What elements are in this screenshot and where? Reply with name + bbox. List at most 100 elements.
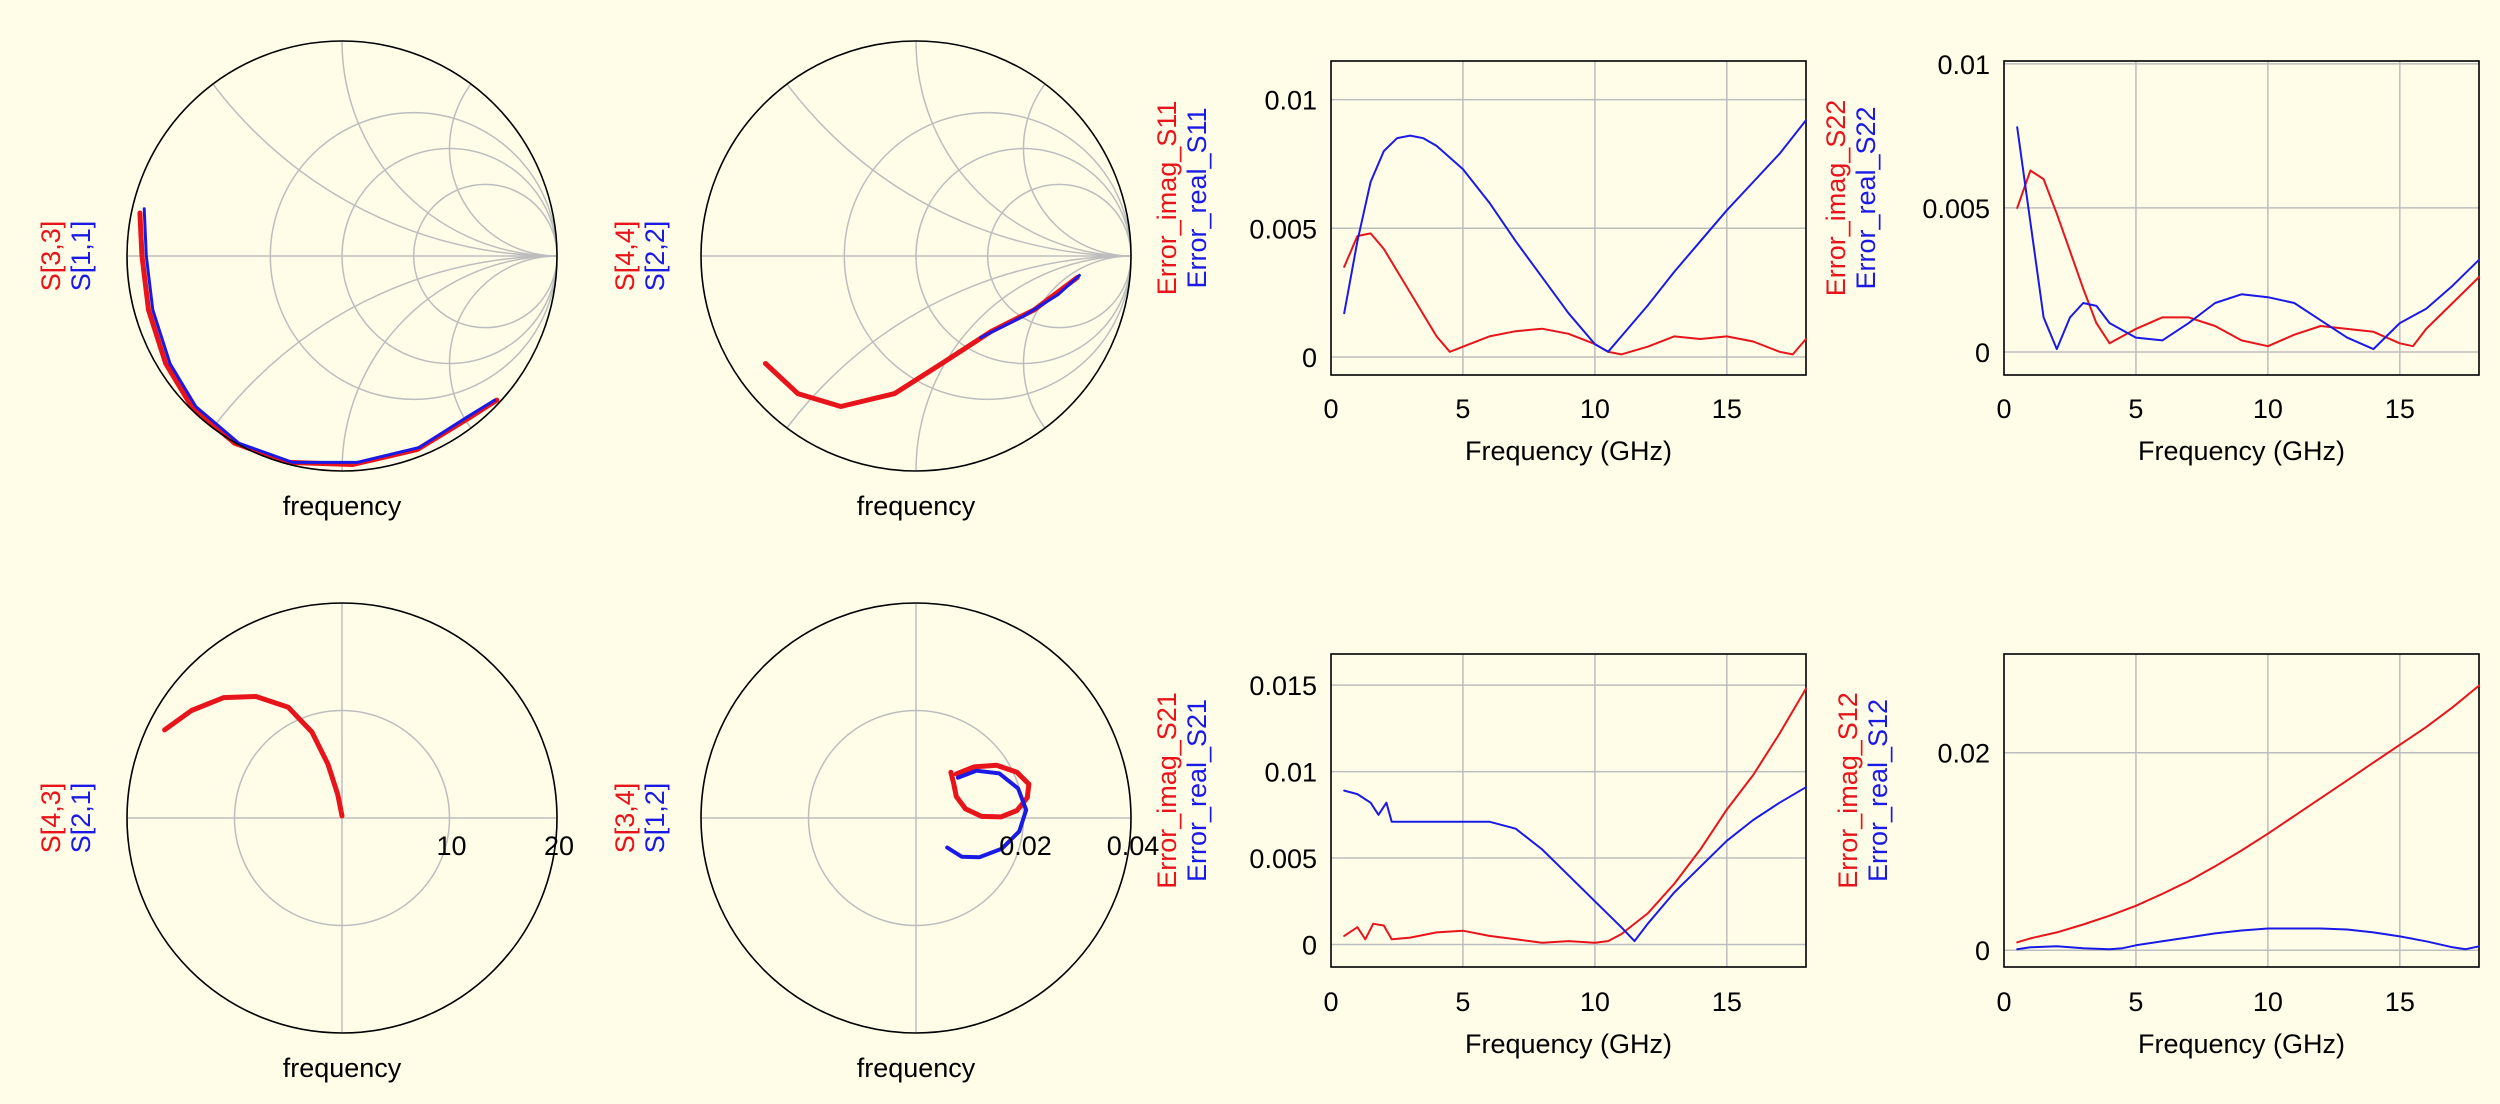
series-label-s-4-4-: S[4,4] (610, 221, 640, 292)
plot-frame (1330, 60, 1807, 376)
trace-s-2-2- (979, 273, 1081, 340)
reactance-arc (127, 41, 557, 257)
plot-frame (2003, 60, 2480, 376)
chart-smith-1: frequency (126, 40, 558, 521)
y-tick-label: 0.01 (1937, 50, 1990, 80)
y-tick-label: 0 (1302, 343, 1317, 373)
trace-s-4-3- (162, 694, 345, 819)
series-label-s-4-3-: S[4,3] (36, 783, 66, 854)
plot-frame (2003, 653, 2480, 968)
trace-error-imag-s22 (2016, 169, 2480, 348)
x-tick-label: 0 (1996, 987, 2011, 1017)
reactance-arc (448, 255, 557, 471)
trace-error-real-s11 (1343, 119, 1807, 353)
reactance-arc (341, 41, 557, 257)
chart-outline (700, 602, 1132, 1034)
chart-line-2: 0 5 10 15 0 0.005 0.01 Frequency (GHz) (1922, 50, 2480, 466)
x-axis-label: Frequency (GHz) (2138, 1029, 2345, 1059)
trace-s-4-4- (763, 275, 1080, 409)
radial-tick-label: 20 (544, 831, 574, 861)
series-label-error-imag-s12: Error_imag_S12 (1833, 692, 1863, 889)
chart-line-3: 0 5 10 15 0 0.005 0.01 0.015 Frequency (GHz) (1249, 653, 1807, 1059)
radial-tick-label: 0.02 (999, 831, 1052, 861)
reactance-arc (701, 41, 1131, 257)
x-tick-label: 15 (2385, 987, 2415, 1017)
reactance-arc (1022, 255, 1131, 471)
chart-outline (126, 40, 558, 472)
x-axis-label: frequency (857, 491, 976, 521)
series-label-error-imag-s22: Error_imag_S22 (1821, 100, 1851, 297)
x-tick-label: 5 (1455, 987, 1470, 1017)
series-label-s-2-1-: S[2,1] (66, 783, 96, 854)
chart-polar-3: 10 20 frequency (126, 602, 574, 1083)
series-label-s-1-1-: S[1,1] (66, 221, 96, 292)
radial-tick-label: 10 (436, 831, 466, 861)
y-tick-label: 0 (1975, 936, 1990, 966)
grid (701, 41, 1131, 471)
x-axis-label: Frequency (GHz) (2138, 436, 2345, 466)
trace-error-real-s12 (2016, 927, 2480, 951)
y-tick-label: 0 (1302, 931, 1317, 961)
x-tick-label: 0 (1323, 394, 1338, 424)
x-tick-label: 5 (1455, 394, 1470, 424)
x-tick-label: 10 (1580, 987, 1610, 1017)
reactance-arc (1022, 41, 1131, 257)
x-tick-label: 5 (2128, 394, 2143, 424)
series-label-error-imag-s11: Error_imag_S11 (1152, 101, 1182, 296)
x-axis-label: frequency (857, 1053, 976, 1083)
trace-s-1-2- (945, 768, 1029, 860)
y-tick-label: 0.005 (1249, 214, 1317, 244)
x-axis-label: Frequency (GHz) (1465, 436, 1672, 466)
x-tick-label: 0 (1323, 987, 1338, 1017)
trace-error-imag-s12 (2016, 684, 2480, 944)
reactance-arc (127, 255, 557, 471)
reactance-arc (701, 255, 1131, 471)
chart-line-1: 0 5 10 15 0 0.005 0.01 Frequency (GHz) (1249, 60, 1807, 466)
trace-error-imag-s21 (1343, 687, 1807, 944)
grid (127, 41, 557, 471)
series-label-error-real-s12: Error_real_S12 (1863, 699, 1893, 882)
series-label-error-real-s22: Error_real_S22 (1851, 106, 1881, 289)
chart-line-4: 0 5 10 15 0 0.02 Frequency (GHz) (1937, 653, 2480, 1059)
trace-s-1-1- (142, 207, 497, 464)
trace-error-real-s21 (1343, 786, 1807, 943)
y-tick-label: 0.02 (1937, 739, 1990, 769)
series-label-s-2-2-: S[2,2] (640, 221, 670, 292)
x-tick-label: 5 (2128, 987, 2143, 1017)
reactance-arc (448, 41, 557, 257)
series-label-s-1-2-: S[1,2] (640, 783, 670, 854)
trace-s-3-4- (948, 762, 1032, 820)
trace-error-imag-s11 (1343, 232, 1807, 356)
reactance-arc (341, 255, 557, 471)
y-tick-label: 0.01 (1264, 758, 1317, 788)
series-label-s-3-4-: S[3,4] (610, 783, 640, 854)
y-tick-label: 0.015 (1249, 671, 1317, 701)
x-tick-label: 10 (1580, 394, 1610, 424)
series-label-error-real-s11: Error_real_S11 (1182, 107, 1212, 288)
trace-s-3-3- (137, 210, 500, 467)
grid (701, 603, 1131, 1033)
x-tick-label: 10 (2253, 394, 2283, 424)
x-tick-label: 0 (1996, 394, 2011, 424)
chart-smith-2: frequency (700, 40, 1132, 521)
trace-error-real-s22 (2016, 126, 2480, 351)
series-label-s-3-3-: S[3,3] (36, 221, 66, 292)
series-label-error-imag-s21: Error_imag_S21 (1152, 692, 1182, 889)
chart-polar-4: 0.02 0.04 frequency (700, 602, 1160, 1083)
x-tick-label: 10 (2253, 987, 2283, 1017)
y-tick-label: 0.005 (1249, 844, 1317, 874)
x-tick-label: 15 (2385, 394, 2415, 424)
x-axis-label: frequency (283, 491, 402, 521)
y-tick-label: 0.005 (1922, 194, 1990, 224)
chart-outline (126, 602, 558, 1034)
y-tick-label: 0.01 (1264, 86, 1317, 116)
x-axis-label: frequency (283, 1053, 402, 1083)
plot-frame (1330, 653, 1807, 968)
y-tick-label: 0 (1975, 338, 1990, 368)
chart-outline (700, 40, 1132, 472)
x-tick-label: 15 (1712, 394, 1742, 424)
radial-tick-label: 0.04 (1107, 831, 1160, 861)
x-tick-label: 15 (1712, 987, 1742, 1017)
series-label-error-real-s21: Error_real_S21 (1182, 699, 1212, 882)
